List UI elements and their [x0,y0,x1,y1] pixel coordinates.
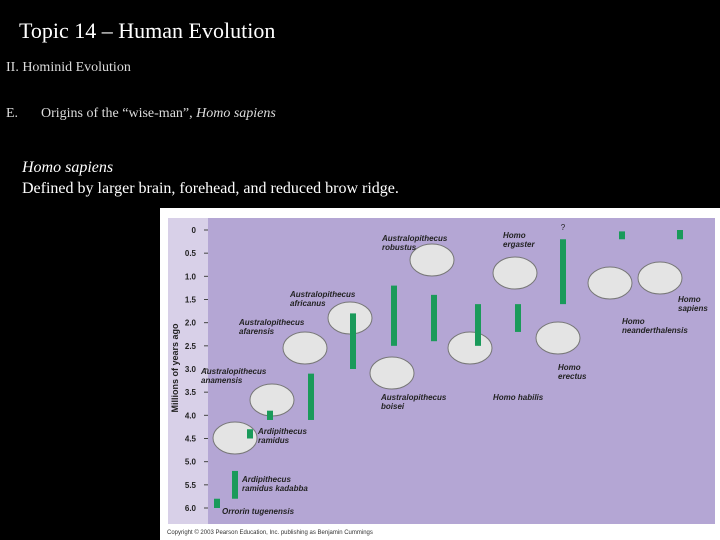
y-tick-label: 1.0 [185,272,197,281]
range-bar [515,304,521,332]
species-label: Australopithecus africanus [290,290,356,308]
y-tick-label: 5.5 [185,481,197,490]
skull-illustration [492,256,538,290]
species-label: Australopithecus boisei [381,393,447,411]
item-marker: E. [6,106,19,121]
y-tick-label: 5.0 [185,458,197,467]
y-axis-label: Millions of years ago [170,323,180,413]
skull-illustration [212,421,258,455]
species-label: Orrorin tugenensis [222,507,295,516]
range-bar [560,239,566,305]
range-bar [247,429,253,439]
skull-illustration [535,321,581,355]
range-bar [431,294,437,342]
species-label: Australopithecus robustus [382,234,448,252]
range-bar [475,304,481,346]
skull-illustration [409,243,455,277]
item-text: Origins of the “wise-man”, [41,106,193,121]
range-bar [350,313,356,369]
timeline-chart: Millions of years ago Copyright © 2003 P… [167,218,715,536]
skull-illustration [587,266,633,300]
y-tick-label: 6.0 [185,504,197,513]
y-tick-label: 2.5 [185,342,197,351]
skull-illustration [447,331,493,365]
range-bar [214,498,220,508]
species-label: Homo ergaster [503,231,535,249]
species-label: Ardipithecus ramidus [258,427,307,445]
unknown-mark: ? [561,223,566,232]
species-label: Homo neanderthalensis [622,317,688,335]
body-italic: Homo sapiens [22,159,114,176]
species-label: Australopithecus anamensis [201,367,267,385]
range-bar [267,410,273,420]
range-bar [677,230,683,240]
y-tick-label: 1.5 [185,296,197,305]
section-heading: II. Hominid Evolution [6,60,131,75]
species-label: Homo sapiens [678,295,708,313]
species-label: Homo erectus [558,363,587,381]
y-tick-label: 3.0 [185,365,197,374]
skull-illustration [637,261,683,295]
item: Origins of the “wise-man”, Homo sapiens [41,106,276,122]
axis-strip [168,218,208,524]
range-bar [619,231,625,240]
figure: Millions of years ago Copyright © 2003 P… [160,208,720,540]
item-italic: Homo sapiens [196,106,276,121]
species-label: Australopithecus afarensis [239,318,305,336]
slide-title: Topic 14 – Human Evolution [19,18,276,43]
skull-illustration [369,356,415,390]
y-tick-label: 4.0 [185,411,197,420]
y-tick-label: 3.5 [185,388,197,397]
y-tick-label: 0.5 [185,249,197,258]
species-label: Ardipithecus ramidus kadabba [242,475,308,493]
body-text: Defined by larger brain, forehead, and r… [22,180,399,197]
skull-illustration [282,331,328,365]
y-tick-label: 2.0 [185,319,197,328]
range-bar [391,285,397,346]
y-tick-label: 0 [192,226,197,235]
copyright: Copyright © 2003 Pearson Education, Inc.… [167,529,373,536]
species-label: Homo habilis [493,393,544,402]
plot-panel [208,218,715,524]
range-bar [232,470,238,499]
y-tick-label: 4.5 [185,435,197,444]
range-bar [308,373,314,420]
